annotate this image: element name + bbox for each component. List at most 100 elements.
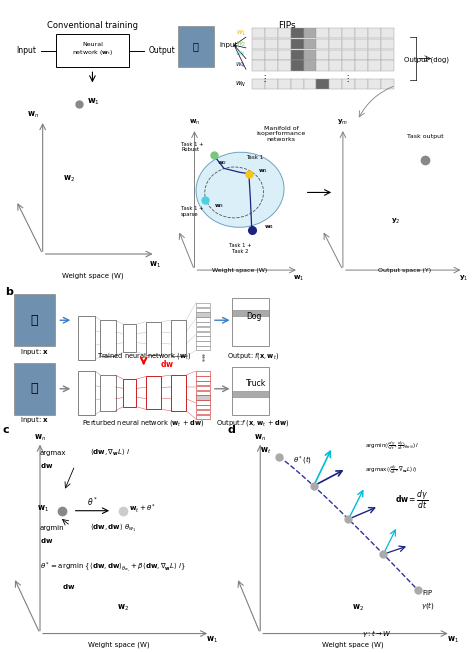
Bar [196,400,210,405]
Text: Input: Input [16,46,36,55]
Bar [196,372,210,375]
Bar [342,61,355,71]
Text: 🐩: 🐩 [31,313,38,326]
Bar [146,322,161,355]
Bar [252,28,264,39]
Bar [252,61,264,71]
Bar [355,39,368,49]
Text: $\mathbf{w}_2$: $\mathbf{w}_2$ [352,603,364,613]
Bar [291,79,303,89]
Bar [252,50,264,60]
Bar [317,39,329,49]
Bar [14,294,55,346]
Bar [196,313,210,317]
Bar [123,379,136,407]
Bar [196,342,210,345]
Text: Task output: Task output [407,134,444,138]
Text: $\mathbf{w}_1$: $\mathbf{w}_1$ [36,503,49,514]
Text: $w_N$: $w_N$ [235,80,246,89]
Bar [329,28,342,39]
Text: Neural
network ($\mathbf{w}_t$): Neural network ($\mathbf{w}_t$) [72,42,113,57]
Bar [178,26,214,67]
Bar [291,39,303,49]
Bar [342,39,355,49]
Bar [381,39,394,49]
Text: Output space (Y): Output space (Y) [378,268,431,272]
Bar [264,28,278,39]
Bar [329,79,342,89]
Text: $\mathbf{w}_1$: $\mathbf{w}_1$ [447,635,459,645]
Bar [355,50,368,60]
Bar [381,79,394,89]
Text: $\mathbf{w}_2$: $\mathbf{w}_2$ [117,603,129,613]
Bar [342,50,355,60]
Text: Manifold of
isoperformance
networks: Manifold of isoperformance networks [256,125,306,142]
Text: Output: $f(\mathbf{x}, \mathbf{w}_t)$: Output: $f(\mathbf{x}, \mathbf{w}_t)$ [227,351,279,361]
Text: $w_3$: $w_3$ [236,50,246,59]
Bar [196,322,210,326]
Text: $\mathrm{argmin}(\langle\frac{d\gamma}{dt}, \frac{d\gamma}{dt}\rangle_{\theta_{w: $\mathrm{argmin}(\langle\frac{d\gamma}{d… [365,440,419,452]
Text: $\mathbf{w}_2$: $\mathbf{w}_2$ [217,159,227,167]
Bar [264,79,278,89]
Text: $\mathbf{w}_1$: $\mathbf{w}_1$ [258,167,268,175]
Bar [278,39,291,49]
Bar [368,61,381,71]
Text: Truck: Truck [246,379,266,388]
Ellipse shape [196,152,284,227]
Text: Trained neural network ($\mathbf{w}_t$): Trained neural network ($\mathbf{w}_t$) [97,351,191,361]
Text: FIPs: FIPs [278,21,296,30]
Bar [368,79,381,89]
Bar [196,332,210,336]
Bar [264,50,278,60]
Bar [196,336,210,341]
Text: Perturbed neural network ($\mathbf{w}_t$ + $\mathbf{dw}$): Perturbed neural network ($\mathbf{w}_t$… [82,418,205,428]
Bar [355,79,368,89]
Bar [291,61,303,71]
Bar [78,371,95,415]
Bar [329,61,342,71]
Text: Input: Input [219,42,237,48]
Text: $\theta^*(t)$: $\theta^*(t)$ [293,455,312,468]
Bar [196,346,210,351]
Bar [196,376,210,381]
Bar [252,39,264,49]
Text: c: c [3,424,9,434]
Text: $\mathbf{w}_1$: $\mathbf{w}_1$ [293,274,304,283]
Text: $\mathbf{w}_n$: $\mathbf{w}_n$ [254,432,266,443]
Text: 🐩: 🐩 [31,382,38,395]
Bar [291,28,303,39]
Text: $\mathbf{w}_4$: $\mathbf{w}_4$ [264,223,274,231]
Text: Conventional training: Conventional training [47,21,138,30]
Text: Weight space (W): Weight space (W) [322,641,384,648]
Bar [329,39,342,49]
Bar [303,39,317,49]
Bar [317,50,329,60]
Bar [146,376,161,409]
Bar [381,61,394,71]
Text: $\theta^*$: $\theta^*$ [87,496,98,508]
Bar [342,28,355,39]
Text: Weight space (W): Weight space (W) [212,268,268,272]
Text: $\mathbf{dw}$: $\mathbf{dw}$ [160,358,174,369]
Text: Task 1 +
sparse: Task 1 + sparse [181,206,204,217]
Bar [196,390,210,395]
Bar [196,308,210,312]
Text: $\langle\mathbf{dw}, \mathbf{dw}\rangle$ $\theta_{w_1}$: $\langle\mathbf{dw}, \mathbf{dw}\rangle$… [90,522,137,534]
Text: $\mathbf{w}_1$: $\mathbf{w}_1$ [87,96,100,106]
Text: $\mathbf{dw}$: $\mathbf{dw}$ [40,536,53,545]
Bar [171,375,186,411]
Text: Input: $\mathbf{x}$: Input: $\mathbf{x}$ [20,347,49,357]
Text: $\mathbf{w}_t$: $\mathbf{w}_t$ [260,445,272,456]
Bar [14,363,55,415]
Bar [317,28,329,39]
Text: $\vdots$: $\vdots$ [260,73,267,84]
Bar [171,320,186,356]
Text: Weight space (W): Weight space (W) [62,272,123,279]
Bar [381,50,394,60]
Text: Output:$f$ ($\mathbf{x}$, $\mathbf{w}_t$ + $\mathbf{dw}$): Output:$f$ ($\mathbf{x}$, $\mathbf{w}_t$… [216,418,290,428]
Text: $\mathbf{y}_m$: $\mathbf{y}_m$ [337,118,348,127]
Text: Task 1 +
Robust: Task 1 + Robust [181,142,204,152]
Text: $\mathbf{w}_n$: $\mathbf{w}_n$ [189,118,200,127]
Bar [100,320,116,356]
Bar [252,79,264,89]
